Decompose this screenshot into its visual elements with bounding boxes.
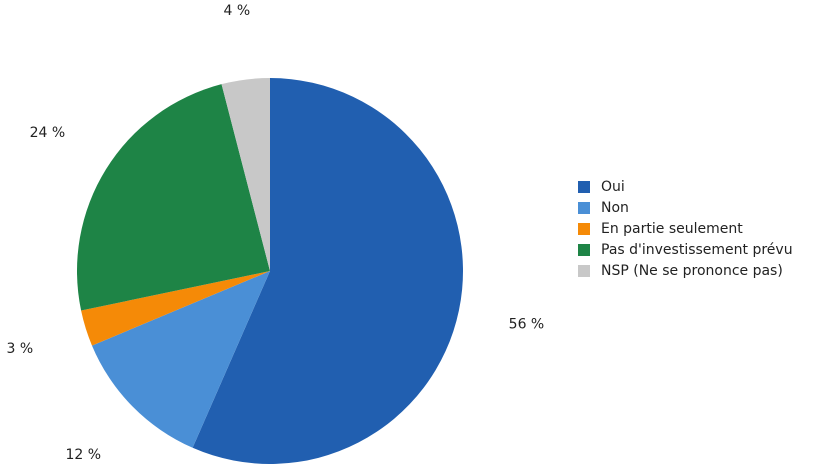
pie-slice [81, 271, 270, 346]
legend-label: Pas d'investissement prévu [601, 242, 793, 258]
pie-slice [91, 271, 270, 448]
legend-swatch [578, 223, 590, 235]
pie-slice [77, 84, 270, 311]
pie-slice [192, 78, 463, 464]
data-label: 12 % [65, 447, 101, 463]
data-label: 24 % [30, 125, 66, 141]
legend-label: Non [601, 200, 629, 216]
legend-swatch [578, 265, 590, 277]
legend-swatch [578, 181, 590, 193]
data-label: 3 % [6, 341, 33, 357]
legend-swatch [578, 202, 590, 214]
data-label: 56 % [509, 317, 545, 333]
legend-label: NSP (Ne se prononce pas) [601, 263, 783, 279]
legend-label: En partie seulement [601, 221, 743, 237]
legend-label: Oui [601, 179, 625, 195]
legend-swatch [578, 244, 590, 256]
pie-slice [221, 78, 270, 271]
data-label: 4 % [223, 3, 250, 19]
